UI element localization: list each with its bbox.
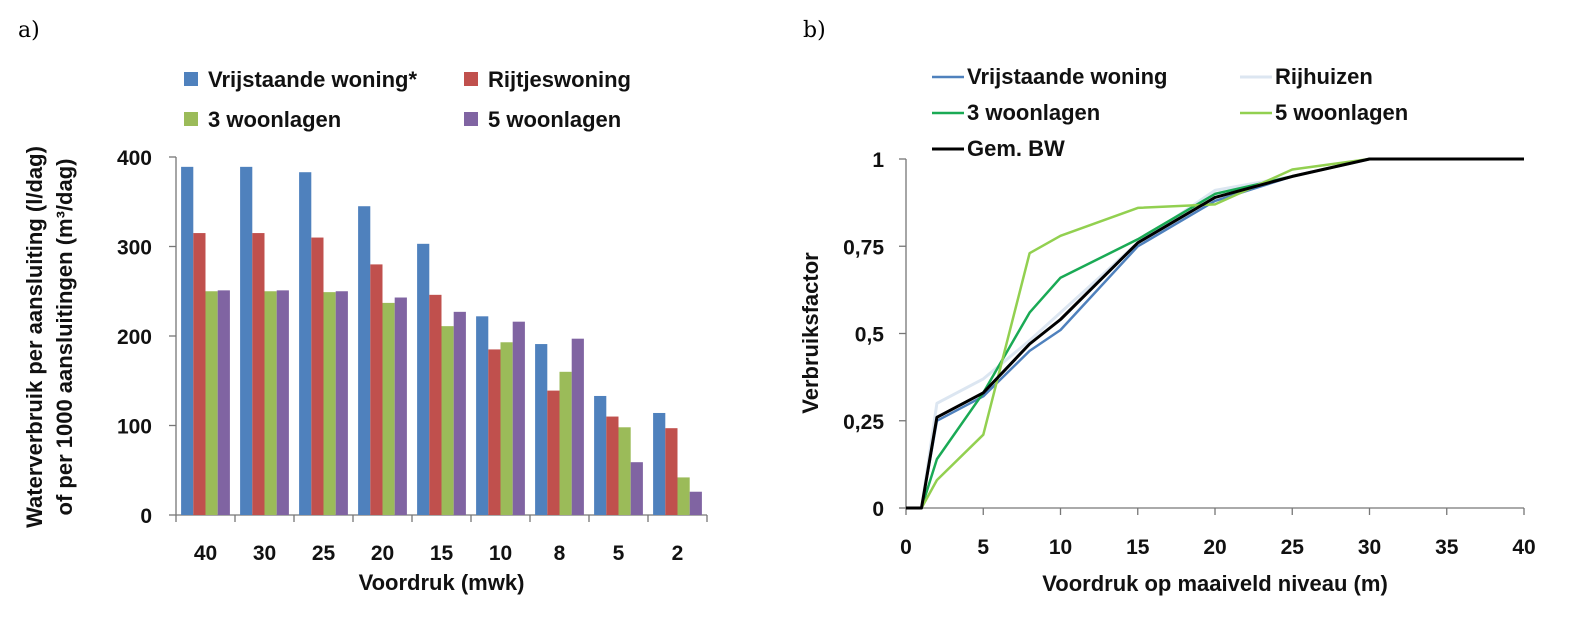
bar bbox=[311, 237, 324, 516]
x-tick-label: 15 bbox=[430, 542, 454, 565]
y-tick-label: 0 bbox=[140, 505, 152, 528]
x-tick-label: 30 bbox=[253, 542, 276, 565]
x-tick-label: 40 bbox=[194, 542, 217, 565]
y-tick-label: 200 bbox=[117, 326, 152, 349]
bar bbox=[358, 206, 371, 515]
legend-label: 5 woonlagen bbox=[488, 107, 621, 132]
y-tick-label: 0,75 bbox=[843, 236, 884, 259]
bar bbox=[370, 264, 383, 515]
bar bbox=[653, 412, 666, 515]
bar bbox=[476, 316, 489, 515]
x-axis-title: Voordruk op maaiveld niveau (m) bbox=[1042, 571, 1388, 596]
bar bbox=[264, 291, 277, 515]
bar bbox=[276, 290, 289, 515]
legend-label: 3 woonlagen bbox=[967, 100, 1100, 125]
x-tick-label: 25 bbox=[1281, 536, 1305, 559]
bar bbox=[417, 243, 430, 515]
x-tick-label: 15 bbox=[1126, 536, 1150, 559]
x-tick-label: 5 bbox=[977, 536, 989, 559]
bar bbox=[594, 395, 607, 515]
legend-swatch bbox=[464, 72, 478, 86]
bar bbox=[606, 416, 619, 515]
x-tick-label: 5 bbox=[613, 542, 625, 565]
series-line bbox=[906, 157, 1524, 510]
panel-b-label: b) bbox=[803, 18, 826, 43]
y-tick-label: 0,5 bbox=[855, 324, 885, 347]
bar bbox=[689, 491, 702, 515]
legend-swatch bbox=[464, 112, 478, 126]
bar bbox=[559, 371, 572, 515]
bar bbox=[252, 233, 265, 515]
bar bbox=[299, 172, 312, 515]
legend-swatch bbox=[184, 112, 198, 126]
y-tick-label: 300 bbox=[117, 237, 152, 260]
series-line bbox=[906, 157, 1524, 510]
bar bbox=[488, 349, 501, 515]
bar bbox=[571, 338, 584, 515]
panel-a-label: a) bbox=[18, 18, 40, 43]
legend-label: 5 woonlagen bbox=[1275, 100, 1408, 125]
bar bbox=[205, 291, 218, 515]
series-line bbox=[906, 157, 1524, 510]
bar bbox=[677, 477, 690, 515]
bar bbox=[323, 292, 336, 515]
bar-chart: 0 100 200 300 400 40 30 25 20 15 10 8 5 2 Voordruk (mw… bbox=[22, 67, 708, 595]
series-line bbox=[906, 157, 1524, 510]
bar bbox=[547, 390, 560, 515]
y-axis-title: Waterverbruik per aansluiting (l/dag) of … bbox=[22, 146, 77, 528]
x-tick-label: 40 bbox=[1512, 536, 1535, 559]
y-tick-label: 0 bbox=[872, 498, 884, 521]
bar bbox=[665, 428, 678, 515]
bar bbox=[453, 311, 466, 515]
x-tick-label: 20 bbox=[1203, 536, 1226, 559]
y-tick-label: 400 bbox=[117, 147, 152, 170]
legend-label: Rijtjeswoning bbox=[488, 67, 631, 92]
bar bbox=[535, 344, 548, 515]
bar bbox=[394, 297, 407, 515]
legend-label: Vrijstaande woning bbox=[967, 64, 1167, 89]
bar bbox=[500, 342, 513, 515]
legend-label: 3 woonlagen bbox=[208, 107, 341, 132]
x-tick-label: 2 bbox=[672, 542, 684, 565]
bar bbox=[335, 291, 348, 515]
bar bbox=[512, 321, 525, 515]
bar bbox=[429, 294, 442, 515]
bar bbox=[618, 427, 631, 515]
x-tick-label: 8 bbox=[554, 542, 566, 565]
x-tick-label: 30 bbox=[1358, 536, 1381, 559]
bar bbox=[240, 166, 253, 515]
legend-swatch bbox=[184, 72, 198, 86]
bar bbox=[382, 302, 395, 515]
x-tick-label: 10 bbox=[489, 542, 512, 565]
x-tick-label: 20 bbox=[371, 542, 394, 565]
bar bbox=[181, 166, 194, 515]
bar bbox=[217, 290, 230, 515]
y-axis-title: Verbruiksfactor bbox=[798, 252, 823, 414]
x-tick-label: 10 bbox=[1049, 536, 1072, 559]
y-tick-label: 0,25 bbox=[843, 411, 884, 434]
bar bbox=[441, 326, 454, 515]
x-tick-label: 25 bbox=[312, 542, 336, 565]
y-axis-title-line2: of per 1000 aansluitingen (m³/dag) bbox=[52, 159, 77, 516]
bar bbox=[630, 462, 643, 515]
bar bbox=[193, 233, 206, 515]
y-tick-label: 1 bbox=[872, 149, 884, 172]
legend-label: Gem. BW bbox=[967, 136, 1065, 161]
series-line bbox=[906, 157, 1524, 510]
x-axis-title: Voordruk (mwk) bbox=[359, 570, 525, 595]
y-tick-label: 100 bbox=[117, 416, 152, 439]
legend-label: Rijhuizen bbox=[1275, 64, 1373, 89]
x-tick-label: 35 bbox=[1435, 536, 1459, 559]
y-axis-title-line1: Waterverbruik per aansluiting (l/dag) bbox=[22, 146, 47, 528]
legend-label: Vrijstaande woning* bbox=[208, 67, 417, 92]
x-tick-label: 0 bbox=[900, 536, 912, 559]
